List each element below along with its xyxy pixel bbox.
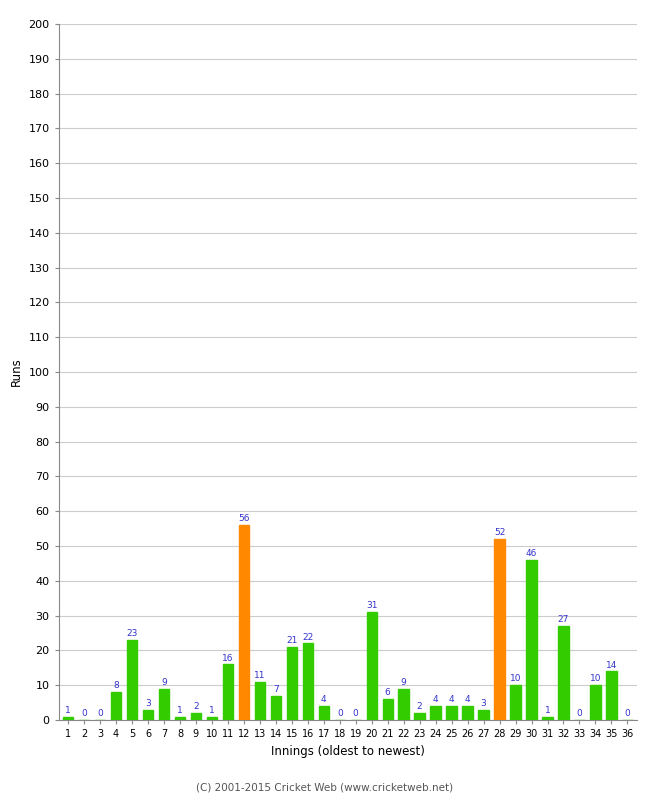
Text: 22: 22	[302, 633, 313, 642]
Bar	[398, 689, 409, 720]
Text: 56: 56	[238, 514, 250, 523]
Text: 4: 4	[321, 695, 326, 704]
Text: 0: 0	[97, 710, 103, 718]
Bar	[287, 647, 297, 720]
Text: 14: 14	[606, 661, 617, 670]
Text: 6: 6	[385, 688, 391, 698]
Text: 9: 9	[161, 678, 167, 687]
Text: 1: 1	[545, 706, 551, 714]
Text: 1: 1	[209, 706, 215, 714]
Text: 16: 16	[222, 654, 233, 662]
Text: 0: 0	[81, 710, 87, 718]
Text: 4: 4	[465, 695, 471, 704]
Bar	[159, 689, 169, 720]
Text: 0: 0	[577, 710, 582, 718]
Text: 0: 0	[337, 710, 343, 718]
Text: 3: 3	[481, 699, 486, 708]
Bar	[318, 706, 329, 720]
Text: 52: 52	[494, 528, 505, 538]
Text: 9: 9	[401, 678, 406, 687]
Bar	[303, 643, 313, 720]
Text: 4: 4	[433, 695, 439, 704]
Bar	[606, 671, 617, 720]
Text: 8: 8	[113, 682, 119, 690]
Text: (C) 2001-2015 Cricket Web (www.cricketweb.net): (C) 2001-2015 Cricket Web (www.cricketwe…	[196, 782, 454, 792]
Text: 7: 7	[273, 685, 279, 694]
Bar	[255, 682, 265, 720]
Text: 3: 3	[145, 699, 151, 708]
Bar	[495, 539, 505, 720]
Bar	[239, 525, 249, 720]
Text: 21: 21	[286, 636, 298, 645]
Text: 10: 10	[510, 674, 521, 683]
Text: 2: 2	[417, 702, 423, 711]
Bar	[478, 710, 489, 720]
Y-axis label: Runs: Runs	[10, 358, 23, 386]
Bar	[510, 685, 521, 720]
Text: 4: 4	[448, 695, 454, 704]
Text: 10: 10	[590, 674, 601, 683]
Text: 23: 23	[126, 630, 138, 638]
Bar	[415, 713, 425, 720]
Text: 46: 46	[526, 549, 537, 558]
Bar	[127, 640, 137, 720]
Bar	[558, 626, 569, 720]
Bar	[447, 706, 457, 720]
Text: 2: 2	[193, 702, 199, 711]
Text: 0: 0	[625, 710, 630, 718]
Text: 1: 1	[65, 706, 71, 714]
Bar	[143, 710, 153, 720]
Bar	[542, 717, 552, 720]
Text: 0: 0	[353, 710, 359, 718]
Bar	[367, 612, 377, 720]
Bar	[430, 706, 441, 720]
Bar	[590, 685, 601, 720]
Text: 11: 11	[254, 671, 266, 680]
Text: 27: 27	[558, 615, 569, 624]
Bar	[111, 692, 121, 720]
Bar	[63, 717, 73, 720]
Bar	[175, 717, 185, 720]
Bar	[223, 664, 233, 720]
Text: 1: 1	[177, 706, 183, 714]
Text: 31: 31	[366, 602, 378, 610]
X-axis label: Innings (oldest to newest): Innings (oldest to newest)	[271, 745, 424, 758]
Bar	[190, 713, 201, 720]
Bar	[526, 560, 537, 720]
Bar	[207, 717, 217, 720]
Bar	[382, 699, 393, 720]
Bar	[462, 706, 473, 720]
Bar	[270, 696, 281, 720]
